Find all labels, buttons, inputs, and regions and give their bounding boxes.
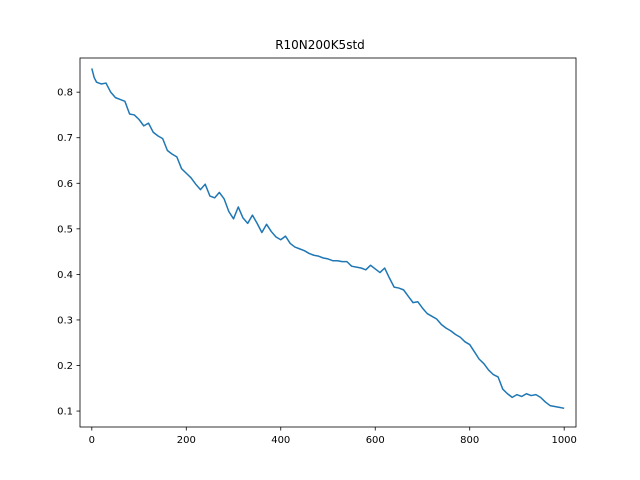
- plot-area: 0 200 400 600 800 1000 0.1 0.2 0.3 0.4 0.5 0.6 0.7 0.…: [57, 57, 577, 446]
- y-tick-label: 0.3: [57, 315, 73, 326]
- y-tick-label: 0.7: [57, 133, 73, 144]
- y-tick-label: 0.1: [57, 407, 73, 418]
- x-tick-label: 400: [271, 435, 290, 446]
- y-tick-label: 0.8: [57, 88, 73, 99]
- y-tick-label: 0.5: [57, 224, 73, 235]
- y-tick-label: 0.6: [57, 179, 73, 190]
- y-tick-label: 0.2: [57, 361, 73, 372]
- axes-frame: [79, 57, 577, 428]
- x-tick-label: 1000: [551, 435, 576, 446]
- x-tick-label: 800: [460, 435, 479, 446]
- y-tick-label: 0.4: [57, 270, 73, 281]
- x-tick-label: 200: [177, 435, 196, 446]
- series-line-0: [91, 68, 565, 410]
- x-tick-label: 0: [89, 435, 95, 446]
- chart-title: R10N200K5std: [275, 38, 365, 52]
- x-tick-label: 600: [366, 435, 385, 446]
